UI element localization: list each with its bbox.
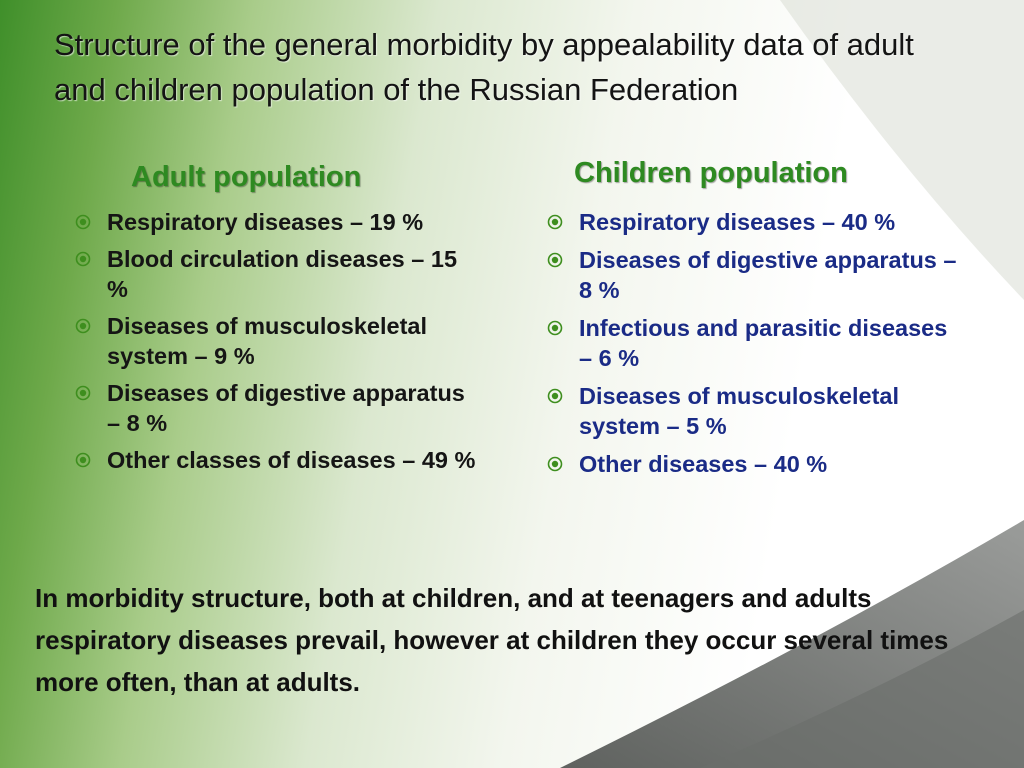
list-item: Diseases of digestive apparatus – 8 %: [63, 378, 478, 438]
list-item: Other classes of diseases – 49 %: [63, 445, 478, 475]
list-item: Respiratory diseases – 40 %: [535, 207, 960, 237]
target-bullet-icon: [75, 385, 91, 401]
target-bullet-icon: [547, 456, 563, 472]
list-item-text: Infectious and parasitic diseases – 6 %: [579, 315, 948, 371]
list-item-text: Diseases of digestive apparatus – 8 %: [579, 247, 957, 303]
children-population-heading: Children population: [574, 157, 848, 189]
target-bullet-icon: [75, 452, 91, 468]
target-bullet-icon: [547, 252, 563, 268]
list-item-text: Diseases of musculoskeletal system – 9 %: [107, 313, 428, 369]
summary-text: In morbidity structure, both at children…: [35, 583, 949, 697]
slide-title: Structure of the general morbidity by ap…: [54, 27, 914, 107]
list-item: Other diseases – 40 %: [535, 449, 960, 479]
list-item-text: Other classes of diseases – 49 %: [107, 447, 476, 473]
target-bullet-icon: [547, 388, 563, 404]
target-bullet-icon: [547, 320, 563, 336]
target-bullet-icon: [75, 251, 91, 267]
list-item-text: Diseases of digestive apparatus – 8 %: [107, 380, 465, 436]
list-item-text: Blood circulation diseases – 15 %: [107, 246, 458, 302]
list-item: Diseases of digestive apparatus – 8 %: [535, 245, 960, 305]
list-item-text: Respiratory diseases – 40 %: [579, 209, 896, 235]
list-item: Respiratory diseases – 19 %: [63, 207, 478, 237]
list-item-text: Respiratory diseases – 19 %: [107, 209, 424, 235]
target-bullet-icon: [75, 214, 91, 230]
list-item: Blood circulation diseases – 15 %: [63, 244, 478, 304]
list-item-text: Other diseases – 40 %: [579, 451, 828, 477]
target-bullet-icon: [547, 214, 563, 230]
list-item: Diseases of musculoskeletal system – 9 %: [63, 311, 478, 371]
target-bullet-icon: [75, 318, 91, 334]
list-item-text: Diseases of musculoskeletal system – 5 %: [579, 383, 900, 439]
list-item: Diseases of musculoskeletal system – 5 %: [535, 381, 960, 441]
adult-population-heading: Adult population: [131, 161, 362, 193]
list-item: Infectious and parasitic diseases – 6 %: [535, 313, 960, 373]
adult-population-list: Respiratory diseases – 19 % Blood circul…: [63, 207, 478, 482]
children-population-list: Respiratory diseases – 40 % Diseases of …: [535, 207, 960, 487]
